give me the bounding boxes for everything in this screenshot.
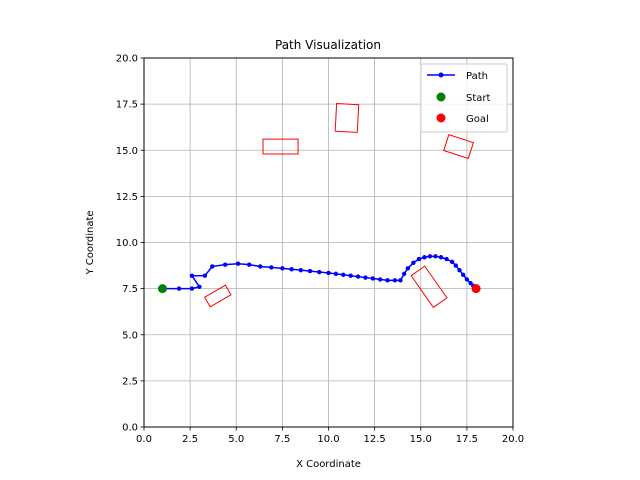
path-point xyxy=(176,286,182,291)
path-point xyxy=(333,271,339,277)
path-point xyxy=(235,261,241,266)
path-point xyxy=(468,280,473,286)
path-series xyxy=(160,254,479,291)
path-point xyxy=(398,278,403,283)
y-tick-label: 15.0 xyxy=(116,146,138,157)
path-point xyxy=(289,267,294,272)
y-axis-label: Y Coordinate xyxy=(85,210,96,275)
path-point xyxy=(363,275,368,280)
chart-title: Path Visualization xyxy=(275,38,381,52)
endpoint-markers xyxy=(157,284,481,294)
path-point xyxy=(438,255,444,260)
path-point xyxy=(317,269,322,275)
legend: Path Start Goal xyxy=(420,63,508,133)
path-point xyxy=(280,266,285,271)
legend-path-dot xyxy=(438,72,444,78)
x-tick-label: 7.5 xyxy=(274,434,290,445)
obstacle-rect xyxy=(443,134,475,160)
obstacle-rect xyxy=(334,103,360,133)
path-point xyxy=(307,268,313,274)
path-point xyxy=(246,262,252,267)
y-tick-label: 5.0 xyxy=(122,330,138,341)
path-point xyxy=(298,267,304,273)
legend-frame xyxy=(420,63,508,133)
start-point xyxy=(157,284,167,294)
goal-point xyxy=(471,284,481,294)
y-tick-label: 20.0 xyxy=(116,54,138,65)
path-point xyxy=(370,276,375,281)
x-tick-label: 10.0 xyxy=(317,434,339,445)
path-point xyxy=(341,272,346,277)
obstacle-rect xyxy=(262,138,299,155)
path-point xyxy=(433,254,438,259)
legend-start-label: Start xyxy=(466,93,491,104)
obstacle-rect xyxy=(203,284,232,308)
path-point xyxy=(444,256,449,262)
obstacles xyxy=(203,103,475,309)
path-point xyxy=(385,278,390,283)
x-tick-label: 0.0 xyxy=(136,434,152,445)
path-point xyxy=(453,263,459,268)
y-tick-label: 12.5 xyxy=(116,192,138,203)
y-tick-label: 0.0 xyxy=(122,423,138,434)
x-tick-label: 15.0 xyxy=(410,434,432,445)
path-point xyxy=(411,260,416,265)
path-point xyxy=(401,271,407,277)
y-tick-label: 2.5 xyxy=(122,376,138,387)
legend-path-label: Path xyxy=(466,71,488,82)
path-point xyxy=(449,259,455,265)
path-point xyxy=(416,256,422,262)
path-point xyxy=(258,264,263,269)
path-point xyxy=(269,265,274,270)
path-point xyxy=(348,273,353,278)
path-point xyxy=(210,264,215,269)
path-point xyxy=(422,255,427,260)
legend-goal-dot xyxy=(436,113,446,123)
path-point xyxy=(464,277,470,282)
x-axis-label: X Coordinate xyxy=(296,459,361,470)
y-tick-label: 7.5 xyxy=(122,284,138,295)
path-point xyxy=(427,254,433,259)
path-point xyxy=(405,266,411,271)
x-tick-label: 2.5 xyxy=(182,434,198,445)
path-point xyxy=(326,270,331,276)
obstacle-rect xyxy=(410,265,448,309)
y-tick-label: 17.5 xyxy=(116,100,138,111)
x-tick-label: 17.5 xyxy=(456,434,478,445)
path-point xyxy=(355,274,361,279)
y-tick-label: 10.0 xyxy=(116,238,138,249)
path-point xyxy=(392,278,398,283)
path-point xyxy=(202,273,208,278)
path-point xyxy=(189,273,195,278)
axis-ticks: 0.0 2.5 5.0 7.5 10.0 12.5 15.0 17.5 20.0 0.0 2.5 5.… xyxy=(116,54,524,446)
path-point xyxy=(197,284,202,289)
x-tick-label: 12.5 xyxy=(363,434,385,445)
x-tick-label: 5.0 xyxy=(228,434,244,445)
path-point xyxy=(222,262,228,267)
x-tick-label: 20.0 xyxy=(502,434,524,445)
path-point xyxy=(189,286,195,291)
path-point xyxy=(460,272,466,277)
legend-start-dot xyxy=(436,92,446,102)
legend-goal-label: Goal xyxy=(466,114,489,125)
path-point xyxy=(457,267,462,273)
path-point xyxy=(377,277,383,282)
